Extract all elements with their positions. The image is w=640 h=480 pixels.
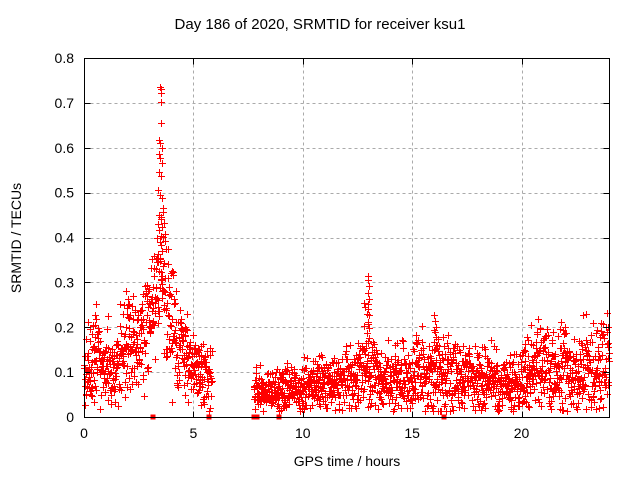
data-points xyxy=(81,84,613,415)
y-tick-label: 0.3 xyxy=(55,274,75,290)
x-tick-label: 15 xyxy=(404,425,420,441)
y-tick-label: 0.4 xyxy=(55,230,75,246)
x-tick-label: 20 xyxy=(514,425,530,441)
y-tick-label: 0.2 xyxy=(55,319,75,335)
x-tick-label: 0 xyxy=(80,425,88,441)
x-axis-label: GPS time / hours xyxy=(293,453,401,469)
tick-marks xyxy=(84,58,610,418)
y-tick-label: 0.8 xyxy=(55,50,75,66)
y-tick-label: 0.5 xyxy=(55,185,75,201)
chart-title: Day 186 of 2020, SRMTID for receiver ksu… xyxy=(174,16,466,33)
x-tick-label: 5 xyxy=(189,425,197,441)
y-tick-label: 0.6 xyxy=(55,140,75,156)
y-tick-label: 0 xyxy=(66,409,74,425)
tick-labels: 0 5 10 15 20 0 0.1 0.2 0.3 0.4 0.5 0.6 0.7 0.8 xyxy=(55,50,530,441)
y-tick-label: 0.1 xyxy=(55,364,75,380)
y-tick-label: 0.7 xyxy=(55,95,75,111)
x-tick-label: 10 xyxy=(295,425,311,441)
